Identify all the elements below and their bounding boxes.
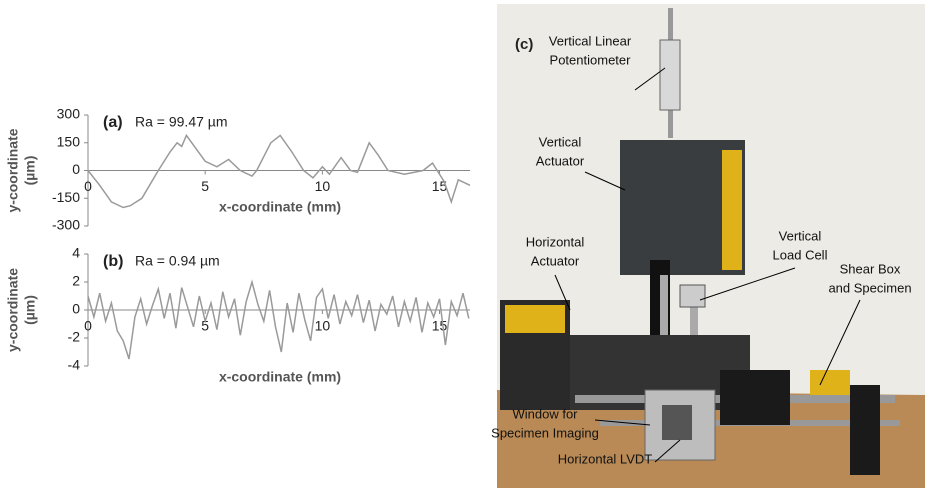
y-axis-title: (µm) — [22, 295, 38, 325]
photo-label: Vertical — [539, 134, 582, 149]
x-tick-label: 15 — [432, 318, 448, 334]
panel-label: (c) — [515, 36, 533, 53]
y-tick-label: 0 — [72, 301, 80, 317]
photo-label: Actuator — [536, 153, 585, 168]
frame — [850, 385, 880, 475]
y-tick-label: 300 — [57, 106, 81, 122]
y-tick-label: -300 — [52, 217, 80, 233]
y-tick-label: 2 — [72, 273, 80, 289]
sensor — [810, 370, 850, 395]
photo-label: Window for — [512, 406, 578, 421]
annotation: Ra = 0.94 µm — [135, 253, 220, 269]
y-axis-title: y-coordinate — [5, 128, 21, 212]
x-tick-label: 0 — [84, 318, 92, 334]
photo-label: Vertical Linear — [549, 33, 632, 48]
label-sticker — [722, 150, 742, 270]
frame — [720, 370, 790, 425]
panel-label: (b) — [103, 253, 123, 270]
photo-label: Vertical — [779, 228, 822, 243]
x-tick-label: 0 — [84, 178, 92, 194]
photo-label: and Specimen — [828, 280, 911, 295]
y-tick-label: 0 — [72, 161, 80, 177]
photo-label: Actuator — [531, 253, 580, 268]
panel-label: (a) — [103, 114, 123, 131]
load-cell — [680, 285, 705, 307]
profile-line — [88, 282, 469, 359]
photo-label: Horizontal — [526, 234, 585, 249]
y-axis-title: y-coordinate — [5, 268, 21, 352]
photo-label: Shear Box — [840, 261, 901, 276]
x-tick-label: 10 — [315, 178, 331, 194]
y-tick-label: -4 — [68, 357, 81, 373]
x-axis-title: x-coordinate (mm) — [219, 369, 341, 385]
photo-label: Horizontal LVDT — [558, 451, 652, 466]
y-axis-title: (µm) — [22, 156, 38, 186]
photo-label: Load Cell — [773, 247, 828, 262]
x-tick-label: 10 — [315, 318, 331, 334]
potentiometer — [660, 40, 680, 110]
profile-line — [88, 135, 470, 207]
window — [662, 405, 692, 440]
y-tick-label: 150 — [57, 133, 81, 149]
y-tick-label: -2 — [68, 329, 81, 345]
label-sticker — [505, 305, 565, 333]
x-axis-title: x-coordinate (mm) — [219, 199, 341, 215]
y-tick-label: -150 — [52, 189, 80, 205]
x-tick-label: 5 — [201, 178, 209, 194]
annotation: Ra = 99.47 µm — [135, 114, 228, 130]
photo-label: Potentiometer — [550, 52, 632, 67]
y-tick-label: 4 — [72, 245, 80, 261]
photo-label: Specimen Imaging — [491, 425, 599, 440]
figure: (c) -300-1500150300051015x-coordinate (m… — [0, 0, 930, 490]
